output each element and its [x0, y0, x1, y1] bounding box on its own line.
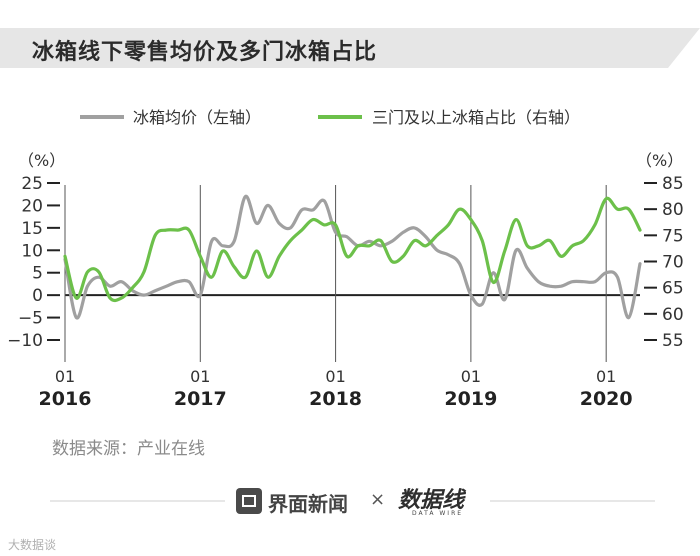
right-tick-label: 55 — [662, 331, 684, 351]
series-line-price — [63, 194, 642, 320]
left-tick-label: 10 — [21, 241, 43, 261]
footer-divider — [50, 500, 655, 502]
x-month-label: 01 — [325, 367, 345, 386]
legend-green-label: 三门及以上冰箱占比（右轴） — [372, 108, 580, 127]
left-axis-unit: （%） — [18, 151, 65, 170]
right-tick-label: 85 — [662, 174, 684, 194]
chart-title: 冰箱线下零售均价及多门冰箱占比 — [32, 40, 378, 65]
left-tick-label: 20 — [21, 196, 43, 216]
x-month-label: 01 — [190, 367, 210, 386]
partner-logo: 数据线 — [398, 488, 465, 513]
x-year-label: 2020 — [580, 388, 633, 410]
left-tick-label: 15 — [21, 219, 43, 239]
left-tick-label: 0 — [32, 286, 43, 306]
right-tick-label: 65 — [662, 279, 684, 299]
x-year-label: 2017 — [174, 388, 227, 410]
left-tick-label: −10 — [7, 331, 43, 351]
x-month-label: 01 — [461, 367, 481, 386]
partner-logo-sub: DATA WIRE — [412, 510, 464, 517]
right-axis-unit: （%） — [636, 151, 683, 170]
left-tick-label: −5 — [18, 309, 43, 329]
right-tick-label: 70 — [662, 253, 684, 273]
left-tick-label: 25 — [21, 174, 43, 194]
x-year-label: 2019 — [444, 388, 497, 410]
x-year-label: 2016 — [39, 388, 92, 410]
brand-name: 界面新闻 — [268, 492, 348, 516]
watermark: 大数据谈 — [8, 538, 57, 552]
left-tick-label: 5 — [32, 264, 43, 284]
right-tick-label: 80 — [662, 200, 684, 220]
right-tick-label: 60 — [662, 305, 684, 325]
legend-gray-label: 冰箱均价（左轴） — [133, 108, 261, 127]
data-source: 数据来源：产业在线 — [52, 439, 205, 459]
right-tick-label: 75 — [662, 226, 684, 246]
collab-times: × — [370, 489, 386, 510]
series-line-share — [63, 196, 642, 303]
x-year-label: 2018 — [309, 388, 362, 410]
x-month-label: 01 — [596, 367, 616, 386]
x-month-label: 01 — [55, 367, 75, 386]
title-band — [0, 28, 700, 68]
brand-logo-icon — [236, 488, 262, 514]
